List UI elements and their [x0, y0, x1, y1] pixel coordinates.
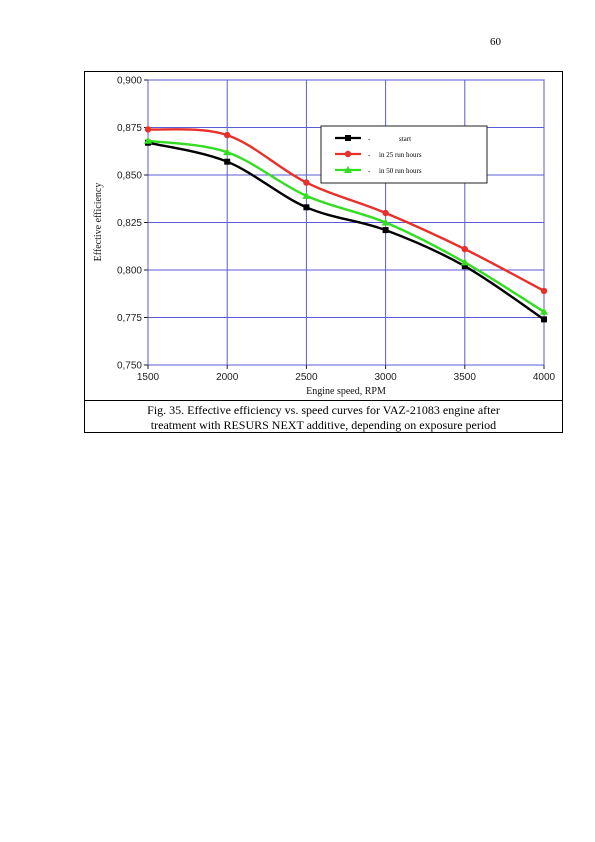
figure-caption: Fig. 35. Effective efficiency vs. speed …	[85, 403, 562, 433]
efficiency-chart: 1500 2000 2500 3000 3500 4000 0,750 0,775 0,800 0…	[93, 76, 556, 398]
data-point	[540, 287, 548, 295]
y-tick-label: 0,900	[117, 76, 142, 87]
legend: - start-in 25 run hours-in 50 run hours	[320, 125, 488, 184]
y-axis-title: Effective efficiency	[93, 183, 104, 262]
legend-dash: -	[368, 151, 371, 159]
series-group	[144, 126, 548, 323]
data-point	[303, 179, 310, 186]
data-point	[461, 245, 468, 253]
data-point	[224, 131, 231, 139]
axis-ticks: 1500 2000 2500 3000 3500 4000 0,750 0,775 0,800 0…	[117, 76, 556, 384]
data-point	[144, 136, 152, 144]
x-tick-label: 3000	[374, 372, 397, 383]
data-point	[302, 191, 311, 199]
x-tick-label: 1500	[137, 372, 160, 383]
caption-line-2: treatment with RESURS NEXT additive, dep…	[150, 418, 497, 432]
y-tick-label: 0,750	[117, 361, 142, 372]
y-tick-label: 0,875	[117, 123, 142, 134]
y-tick-label: 0,775	[117, 313, 142, 324]
page-number: 60	[490, 36, 501, 48]
caption-line-1: Fig. 35. Effective efficiency vs. speed …	[147, 403, 500, 417]
data-point	[382, 227, 389, 234]
data-point	[144, 126, 152, 133]
series-circle	[144, 126, 548, 295]
x-tick-label: 2500	[295, 372, 318, 383]
legend-label: start	[399, 135, 411, 143]
x-axis-title: Engine speed, RPM	[306, 386, 386, 397]
data-point	[224, 158, 231, 165]
series-triangle	[144, 136, 548, 315]
x-tick-label: 4000	[533, 372, 556, 383]
data-point	[541, 316, 547, 323]
data-point	[460, 258, 469, 266]
data-point	[461, 263, 468, 270]
legend-label: in 25 run hours	[379, 151, 422, 159]
y-tick-label: 0,850	[117, 171, 142, 182]
data-point	[223, 148, 232, 156]
data-point	[303, 204, 310, 211]
data-point	[540, 307, 548, 315]
series-line	[147, 141, 545, 321]
y-tick-label: 0,825	[117, 218, 142, 229]
legend-marker	[344, 150, 352, 158]
figure: 1500 2000 2500 3000 3500 4000 0,750 0,775 0,800 0…	[84, 71, 563, 433]
legend-dash: -	[368, 167, 371, 175]
legend-label: in 50 run hours	[379, 167, 422, 175]
x-tick-label: 3500	[454, 372, 477, 383]
legend-dash: -	[368, 135, 371, 143]
data-point	[381, 218, 390, 226]
data-point	[382, 209, 389, 217]
legend-marker	[345, 135, 351, 141]
x-tick-label: 2000	[216, 372, 239, 383]
y-tick-label: 0,800	[117, 266, 142, 277]
caption-divider	[85, 400, 562, 401]
legend-marker	[344, 166, 352, 173]
